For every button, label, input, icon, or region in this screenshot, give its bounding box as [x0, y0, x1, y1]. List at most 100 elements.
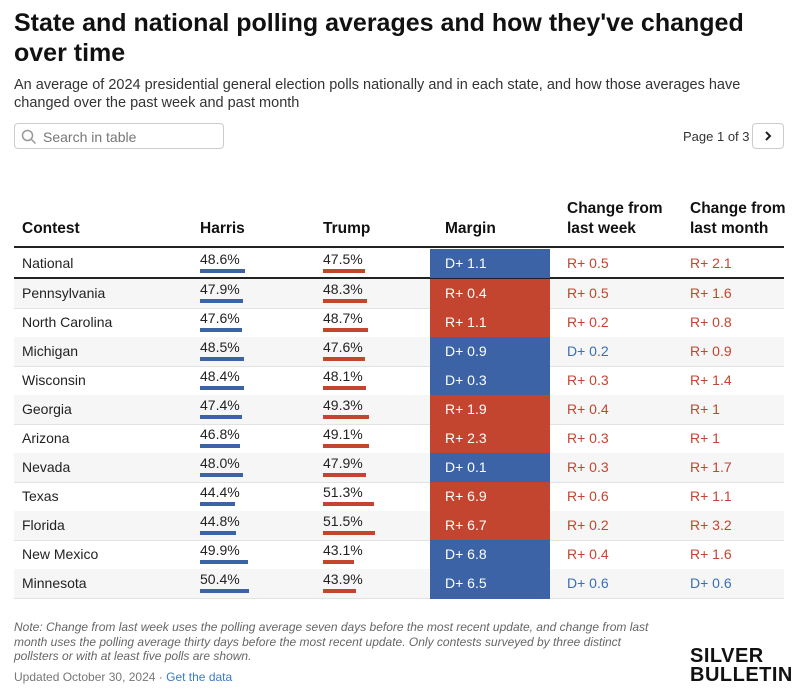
margin-cell	[430, 279, 550, 309]
vote-share: 47.5%	[323, 251, 363, 267]
row-shade	[14, 453, 784, 482]
vote-share: 51.5%	[323, 513, 363, 529]
row-shade	[14, 337, 784, 366]
harris-bar	[200, 357, 245, 361]
vote-share: 44.4%	[200, 484, 240, 500]
change-value: R+ 0.3	[567, 430, 609, 446]
contest: Florida	[22, 517, 65, 533]
vote-share: 48.4%	[200, 368, 240, 384]
trump-bar	[323, 531, 375, 535]
row-rule	[14, 366, 784, 367]
harris-bar	[200, 299, 243, 303]
margin-value: D+ 0.1	[445, 459, 487, 475]
trump-bar	[323, 299, 367, 303]
row-rule	[14, 308, 784, 309]
margin-cell	[430, 337, 550, 367]
change-value: R+ 0.2	[567, 314, 609, 330]
get-data-link[interactable]: Get the data	[166, 670, 233, 684]
margin-cell	[430, 308, 550, 338]
page-label: Page 1 of 3	[683, 129, 750, 144]
vote-share: 47.6%	[323, 339, 363, 355]
change-value: R+ 1.7	[690, 459, 732, 475]
chevron-icon	[765, 131, 772, 141]
trump-bar	[323, 560, 355, 564]
note: Note: Change from last week uses the pol…	[14, 620, 649, 663]
change-value: R+ 1.4	[690, 372, 732, 388]
contest: Michigan	[22, 343, 79, 359]
margin-cell	[430, 569, 550, 599]
vote-share: 46.8%	[200, 426, 240, 442]
logo: SILVER BULLETIN	[690, 645, 793, 686]
logo-line: SILVER	[690, 645, 764, 667]
trump-bar	[323, 444, 369, 448]
contest: North Carolina	[22, 314, 113, 330]
margin-value: R+ 6.7	[445, 517, 487, 533]
change-value: D+ 0.6	[690, 575, 732, 591]
trump-bar	[323, 473, 366, 477]
margin-value: D+ 0.9	[445, 343, 487, 359]
vote-share: 49.1%	[323, 426, 363, 442]
trump-bar	[323, 328, 368, 332]
row-shade	[14, 511, 784, 540]
next-page-button[interactable]	[752, 123, 784, 149]
change-value: R+ 0.3	[567, 459, 609, 475]
updated: Updated October 30, 2024	[14, 670, 156, 684]
margin-value: R+ 0.4	[445, 285, 487, 301]
vote-share: 47.9%	[200, 281, 240, 297]
contest: Georgia	[22, 401, 72, 417]
row-rule	[14, 424, 784, 425]
vote-share: 49.9%	[200, 542, 240, 558]
row-rule	[14, 540, 784, 541]
footer: Updated October 30, 2024 · Get the data	[14, 670, 232, 684]
column-header: Contest	[22, 219, 80, 237]
column-header: Harris	[200, 219, 245, 237]
column-header: Trump	[323, 219, 371, 237]
header-rule	[14, 246, 784, 248]
change-value: R+ 0.4	[567, 546, 609, 562]
vote-share: 47.4%	[200, 397, 240, 413]
row-rule	[14, 277, 784, 279]
change-value: R+ 0.5	[567, 285, 609, 301]
row-shade	[14, 395, 784, 424]
margin-value: D+ 6.5	[445, 575, 487, 591]
harris-bar	[200, 473, 244, 477]
contest: National	[22, 255, 74, 271]
vote-share: 48.1%	[323, 368, 363, 384]
trump-bar	[323, 589, 357, 593]
row-shade	[14, 279, 784, 308]
harris-bar	[200, 531, 236, 535]
change-value: R+ 0.3	[567, 372, 609, 388]
trump-bar	[323, 357, 366, 361]
contest: Nevada	[22, 459, 71, 475]
title: State and national polling averages and …	[14, 9, 744, 67]
subtitle: An average of 2024 presidential general …	[14, 77, 741, 111]
vote-share: 51.3%	[323, 484, 363, 500]
vote-share: 48.5%	[200, 339, 240, 355]
vote-share: 43.9%	[323, 571, 363, 587]
vote-share: 47.6%	[200, 310, 240, 326]
contest: Arizona	[22, 430, 70, 446]
margin-value: R+ 2.3	[445, 430, 487, 446]
harris-bar	[200, 328, 243, 332]
change-value: R+ 0.6	[567, 488, 609, 504]
change-value: R+ 1	[690, 430, 720, 446]
logo-line: BULLETIN	[690, 664, 793, 686]
vote-share: 48.6%	[200, 251, 240, 267]
margin-cell	[430, 453, 550, 483]
trump-bar	[323, 386, 367, 390]
change-value: R+ 1.1	[690, 488, 732, 504]
column-header: Change from last week	[567, 200, 663, 237]
vote-share: 43.1%	[323, 542, 363, 558]
search-box[interactable]: Search in table	[14, 123, 224, 149]
change-value: R+ 0.4	[567, 401, 609, 417]
harris-bar	[200, 589, 249, 593]
margin-value: R+ 1.9	[445, 401, 487, 417]
contest: Texas	[22, 488, 59, 504]
trump-bar	[323, 415, 370, 419]
change-value: R+ 0.5	[567, 255, 609, 271]
contest: Minnesota	[22, 575, 87, 591]
change-value: R+ 1.6	[690, 285, 732, 301]
vote-share: 48.3%	[323, 281, 363, 297]
margin-cell	[430, 482, 550, 512]
